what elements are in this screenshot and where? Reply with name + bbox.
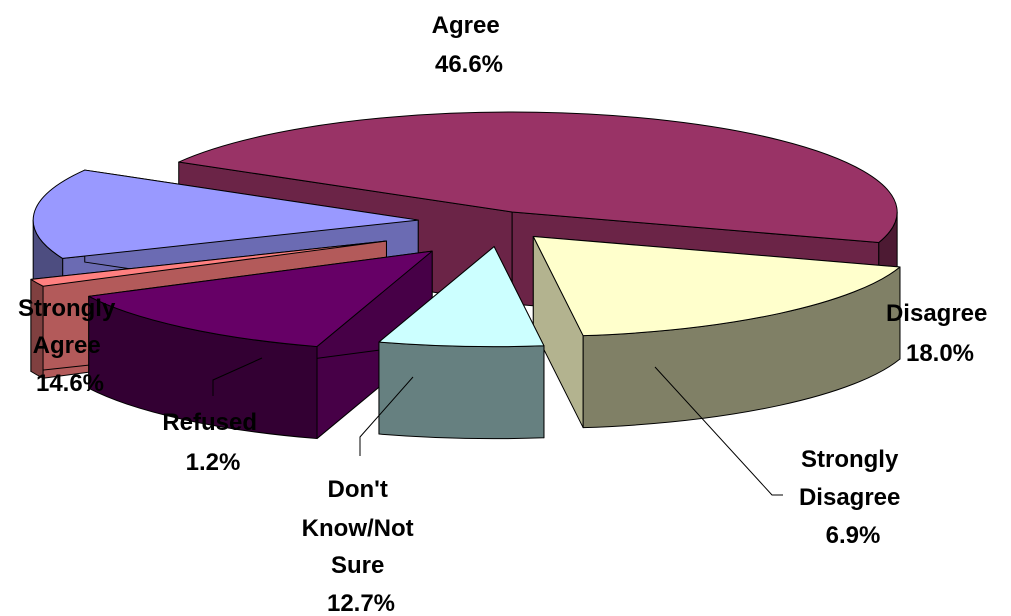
label-agree-value: 46.6% [435,51,503,78]
label-refused-name: Refused [162,409,257,436]
leader-lines [212,357,783,496]
slice-agree-top [178,111,898,244]
label-strongly-disagree: Strongly Disagree 6.9% [799,446,907,549]
label-disagree-value: 18.0% [906,340,974,367]
slice-refused-top [30,240,387,287]
label-dont-know-line3: Sure [331,552,384,579]
slice-don-t-know-not-sure-top [88,250,433,348]
slice-don-t-know-not-sure [88,250,433,440]
slice-disagree-top [532,236,901,337]
label-agree-name: Agree [432,12,500,39]
slice-strongly-disagree-top [378,246,545,348]
label-agree: Agree 46.6% [432,12,507,78]
label-refused-value: 1.2% [186,449,241,476]
leader-line-dont-know [359,376,414,456]
slice-strongly-disagree [378,246,545,440]
label-strongly-agree-line1: Strongly [18,295,116,322]
label-strongly-agree: Strongly Agree 14.6% [18,295,122,397]
label-strongly-agree-line2: Agree [33,332,101,359]
leader-line-strongly-disagree [654,366,783,496]
slice-disagree [532,236,901,429]
label-disagree-name: Disagree [886,300,987,327]
label-disagree: Disagree 18.0% [886,300,994,367]
label-strongly-disagree-line1: Strongly [801,446,899,473]
pie-slices [30,111,901,440]
slice-strongly-disagree-outer-wall [378,341,545,440]
data-labels: Agree 46.6% Disagree 18.0% Strongly Disa… [18,12,994,616]
label-refused: Refused 1.2% [162,409,263,476]
label-dont-know-value: 12.7% [327,590,395,616]
label-strongly-disagree-value: 6.9% [826,522,881,549]
label-strongly-disagree-line2: Disagree [799,484,900,511]
label-dont-know-line1: Don't [327,476,387,503]
label-dont-know: Don't Know/Not Sure 12.7% [302,476,421,616]
label-strongly-agree-value: 14.6% [36,370,104,397]
leader-line-refused [212,357,263,396]
slice-strongly-agree-top [32,169,419,259]
label-dont-know-line2: Know/Not [302,515,414,542]
